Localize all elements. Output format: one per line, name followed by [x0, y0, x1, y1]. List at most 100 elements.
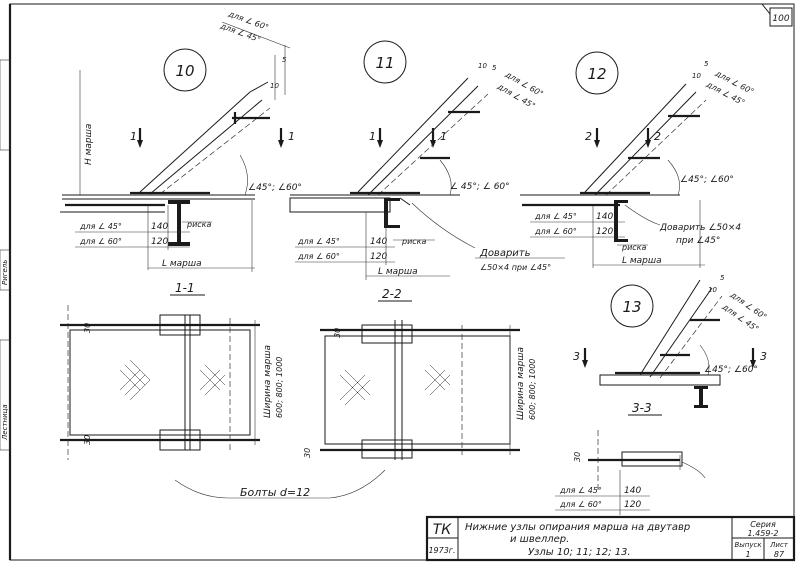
issue-label: Выпуск [734, 541, 762, 549]
series-value: 1.459-2 [748, 529, 779, 538]
node-10-section-mark-right: 1 [288, 130, 295, 143]
node-12-dim-small: 5 [704, 60, 709, 68]
section-2-2-width-label: Ширина марша [516, 347, 526, 420]
node-10-section-mark-left: 1 [130, 130, 137, 143]
node-13-dim-small: 5 [720, 274, 725, 282]
section-3-3-row1-value: 140 [624, 486, 641, 496]
section-3-3-title: 3-3 [632, 401, 652, 415]
node-12: 12 для ∠ 60° для ∠ 45° 5 10 2 2 ∠45°; ∠6… [520, 51, 755, 268]
node-12-note-line1: Доварить ∠50×4 [659, 223, 741, 233]
section-3-3: 3-3 30 для ∠ 45° 140 для ∠ 60° 120 [555, 401, 706, 515]
bolts-label: Болты d=12 [240, 486, 310, 499]
node-12-row1-value: 140 [596, 212, 613, 222]
section-2-2-title: 2-2 [382, 287, 402, 301]
node-10-angle-label: ∠45°; ∠60° [248, 183, 302, 193]
sheet-frame [9, 3, 795, 561]
node-10-row1-label: для ∠ 45° [79, 222, 122, 231]
bolts-callout: Болты d=12 [174, 469, 386, 499]
section-3-3-dim: 30 [573, 452, 582, 462]
node-13-circle [610, 284, 654, 328]
section-1-1-hatch-left [119, 359, 151, 401]
node-12-row1-label: для ∠ 45° [534, 212, 577, 221]
node-12-length-label: L марша [622, 256, 662, 266]
section-1-1-dim-top: 30 [83, 323, 92, 333]
corner-sheet-number-text: 100 [772, 14, 789, 24]
section-2-2-hatch-left [339, 369, 371, 406]
corner-sheet-number: 100 [761, 3, 793, 27]
node-10-dim-small: 5 [282, 56, 287, 64]
node-10-row2-value: 120 [151, 237, 168, 247]
section-1-1-hatch-right [199, 364, 226, 396]
section-1-1-width-values: 600; 800; 1000 [275, 357, 284, 418]
section-3-3-row1-label: для ∠ 45° [559, 486, 602, 495]
node-13-angle-label: ∠45°; ∠60° [704, 365, 758, 375]
node-12-note-line2: при ∠45° [676, 236, 720, 246]
node-13-section-mark-left: 3 [573, 350, 580, 363]
node-11-row2-value: 120 [370, 252, 387, 262]
node-13: 13 для ∠ 60° для ∠ 45° 5 10 3 3 ∠45°; ∠6… [573, 274, 768, 408]
node-11-section-mark-left: 1 [369, 130, 376, 143]
node-11-note-line2: ∠50×4 при ∠45° [480, 263, 551, 272]
node-12-dim-big: 10 [692, 72, 701, 80]
node-11-channel [289, 197, 391, 213]
node-12-section-mark-left: 2 [585, 130, 592, 143]
node-12-circle [575, 51, 619, 95]
node-11-angle-label: ∠ 45°; ∠ 60° [450, 182, 510, 192]
section-2-2-width-values: 600; 800; 1000 [528, 359, 537, 420]
node-11-dim-big: 10 [478, 62, 487, 70]
node-10-row1-value: 140 [151, 222, 168, 232]
node-11-row2-label: для ∠ 60° [297, 252, 340, 261]
issue-value: 1 [745, 550, 750, 559]
section-1-1-width-label: Ширина марша [263, 345, 273, 418]
title-block: ТК 1973г. Нижние узлы опирания марша на … [425, 515, 796, 562]
node-11-number: 11 [375, 54, 394, 72]
node-11-row1-value: 140 [370, 237, 387, 247]
sheet-label: Лист [769, 541, 789, 549]
left-margin: Ригель Лестница [0, 59, 11, 451]
node-10-vertical-label: H марша [84, 124, 94, 165]
node-13-number: 13 [622, 298, 641, 316]
node-11-section-mark-right: 1 [440, 130, 447, 143]
node-12-number: 12 [587, 65, 606, 83]
node-10-ibeam [168, 200, 190, 246]
node-11-dim-small: 5 [492, 64, 497, 72]
node-12-row2-value: 120 [596, 227, 613, 237]
node-12-tick-label: риска [621, 243, 647, 252]
node-10: 10 для ∠ 60° для ∠ 45° 5 10 H марша [60, 9, 302, 272]
node-10-tick-label: риска [186, 220, 212, 229]
section-2-2-dim-bottom: 30 [303, 448, 312, 458]
series-label: Серия [750, 520, 776, 529]
node-13-section-mark-right: 3 [760, 350, 767, 363]
node-11: 11 для ∠ 60° для ∠ 45° 5 10 1 1 ∠ 45°; ∠… [289, 40, 565, 280]
node-10-row2-label: для ∠ 60° [79, 237, 122, 246]
margin-label-1: Ригель [1, 260, 9, 285]
node-11-circle [363, 40, 407, 84]
node-12-row2-label: для ∠ 60° [534, 227, 577, 236]
section-3-3-row2-label: для ∠ 60° [559, 500, 602, 509]
section-1-1-dim-bottom: 30 [83, 435, 92, 445]
section-1-1: 1-1 30 30 Ширина марша 600; 800; 1000 [60, 281, 284, 460]
title-block-org: ТК [433, 522, 453, 538]
section-1-1-title: 1-1 [175, 281, 195, 295]
section-3-3-row2-value: 120 [624, 500, 641, 510]
node-11-note-line1: Доварить [479, 248, 531, 259]
section-2-2-dim-top: 30 [333, 328, 342, 338]
node-12-section-mark-right: 2 [654, 130, 661, 143]
title-line-3: Узлы 10; 11; 12; 13. [528, 547, 631, 558]
title-line-2: и швеллер. [510, 534, 569, 545]
node-13-dim-big: 10 [708, 286, 717, 294]
node-10-number: 10 [175, 62, 194, 80]
sheet-value: 87 [774, 550, 785, 559]
section-2-2-hatch-right [424, 364, 451, 396]
node-12-angle-label: ∠45°; ∠60° [680, 175, 734, 185]
node-10-circle [163, 48, 207, 92]
margin-label-2: Лестница [1, 404, 9, 441]
title-line-1: Нижние узлы опирания марша на двутавр [465, 522, 690, 533]
node-11-length-label: L марша [378, 267, 418, 277]
title-block-year: 1973г. [428, 546, 455, 555]
section-2-2: 2-2 30 30 Ширина марша 600; 800; 1000 [303, 287, 537, 460]
node-11-tick-label: риска [401, 237, 427, 246]
node-10-length-label: L марша [162, 259, 202, 269]
node-11-row1-label: для ∠ 45° [297, 237, 340, 246]
